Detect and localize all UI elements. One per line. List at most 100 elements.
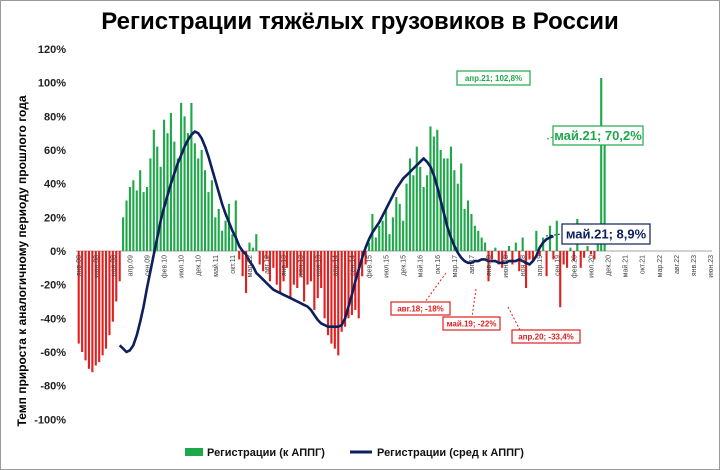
- y-tick-label: 120%: [38, 44, 66, 56]
- annotation-box: [456, 70, 531, 86]
- bar: [190, 102, 193, 251]
- legend-label-bars: Регистрации (к АППГ): [207, 447, 325, 459]
- bar: [248, 242, 251, 251]
- bar: [159, 166, 162, 251]
- bar: [603, 132, 606, 251]
- bar: [381, 220, 384, 251]
- bar: [490, 251, 493, 260]
- bar: [528, 251, 531, 260]
- annotation-leader: [471, 288, 477, 318]
- bar: [289, 251, 292, 299]
- x-tick-label: фев.10: [162, 255, 169, 278]
- bar: [596, 242, 599, 251]
- bar: [320, 251, 323, 289]
- x-tick-label: апр.09: [127, 255, 134, 276]
- bar: [565, 251, 569, 268]
- x-tick-label: фев.20: [571, 255, 578, 278]
- bar: [152, 129, 155, 251]
- annotation-label: май.21; 70,2%: [554, 128, 642, 143]
- bar: [111, 251, 114, 322]
- x-tick-label: дек.10: [196, 255, 203, 276]
- bar: [91, 251, 94, 373]
- bar: [484, 242, 487, 251]
- bar: [501, 251, 504, 268]
- bar: [518, 251, 521, 272]
- y-tick-label: 60%: [44, 145, 66, 157]
- bar: [559, 251, 562, 308]
- bar: [364, 251, 367, 265]
- bar: [81, 251, 84, 352]
- legend-label-line: Регистрации (сред к АППГ): [377, 447, 524, 459]
- bar: [388, 234, 391, 251]
- bar: [255, 234, 258, 251]
- bar: [268, 251, 272, 282]
- bar: [419, 166, 422, 251]
- bar: [238, 251, 241, 260]
- bar: [555, 220, 558, 251]
- x-tick-label: мар.17: [452, 255, 459, 277]
- bar: [487, 251, 490, 282]
- bar: [234, 200, 237, 251]
- bar: [350, 251, 353, 315]
- x-tick-label: апр.19: [537, 255, 544, 276]
- bar: [139, 170, 142, 251]
- bar: [309, 251, 312, 282]
- bar: [279, 251, 282, 294]
- bar: [251, 247, 254, 251]
- x-tick-label: авг.12: [264, 255, 271, 274]
- x-tick-label: окт.16: [435, 255, 442, 274]
- bar: [361, 251, 364, 277]
- bar: [101, 251, 104, 356]
- annotation-box: [390, 301, 451, 316]
- y-tick-label: 40%: [44, 179, 66, 191]
- x-tick-label: ноя.13: [315, 255, 322, 276]
- x-tick-label: мар.22: [657, 255, 664, 277]
- bar: [480, 237, 483, 251]
- bar: [473, 225, 476, 251]
- line-series-average: [118, 130, 554, 354]
- annotation-box: [561, 223, 651, 245]
- x-tick-label: дек.20: [606, 255, 613, 276]
- x-tick-label: июл.10: [179, 255, 186, 278]
- y-tick-label: -20%: [40, 280, 66, 292]
- y-tick-label: 100%: [38, 78, 66, 90]
- bar: [87, 251, 91, 369]
- bar: [275, 251, 278, 285]
- bar: [569, 247, 572, 251]
- x-tick-label: янв.08: [76, 255, 83, 276]
- bar: [186, 133, 190, 251]
- bar: [470, 213, 473, 251]
- bar: [402, 220, 405, 251]
- x-tick-label: июн.23: [708, 255, 715, 278]
- x-tick-label: янв.13: [281, 255, 288, 276]
- bar: [357, 251, 360, 319]
- data-annotation: май.21; 70,2%: [546, 125, 644, 146]
- annotation-label: авг.18; -18%: [397, 304, 444, 313]
- x-tick-label: сен.14: [349, 255, 356, 276]
- bar: [494, 247, 497, 251]
- bar: [326, 251, 330, 336]
- bar: [241, 251, 244, 277]
- bar: [340, 251, 343, 332]
- annotation-label: май.19; -22%: [447, 319, 497, 328]
- annotation-box: [552, 125, 644, 146]
- bar: [77, 251, 80, 344]
- bar: [292, 251, 295, 285]
- bar: [98, 251, 101, 363]
- bar: [258, 251, 261, 265]
- bar: [391, 217, 394, 251]
- bar: [299, 251, 302, 277]
- data-annotation: май.21; 8,9%: [545, 223, 651, 245]
- bar: [262, 251, 265, 272]
- bar: [135, 190, 138, 251]
- bar: [562, 251, 565, 265]
- bar: [477, 230, 480, 251]
- x-tick-label: июл.20: [588, 255, 595, 278]
- annotation-box: [442, 316, 501, 331]
- bar: [337, 251, 340, 356]
- bar: [200, 150, 203, 251]
- x-tick-label: авг.17: [469, 255, 476, 274]
- y-tick-label: 0%: [50, 246, 66, 258]
- bar: [521, 237, 524, 251]
- bar: [306, 251, 309, 285]
